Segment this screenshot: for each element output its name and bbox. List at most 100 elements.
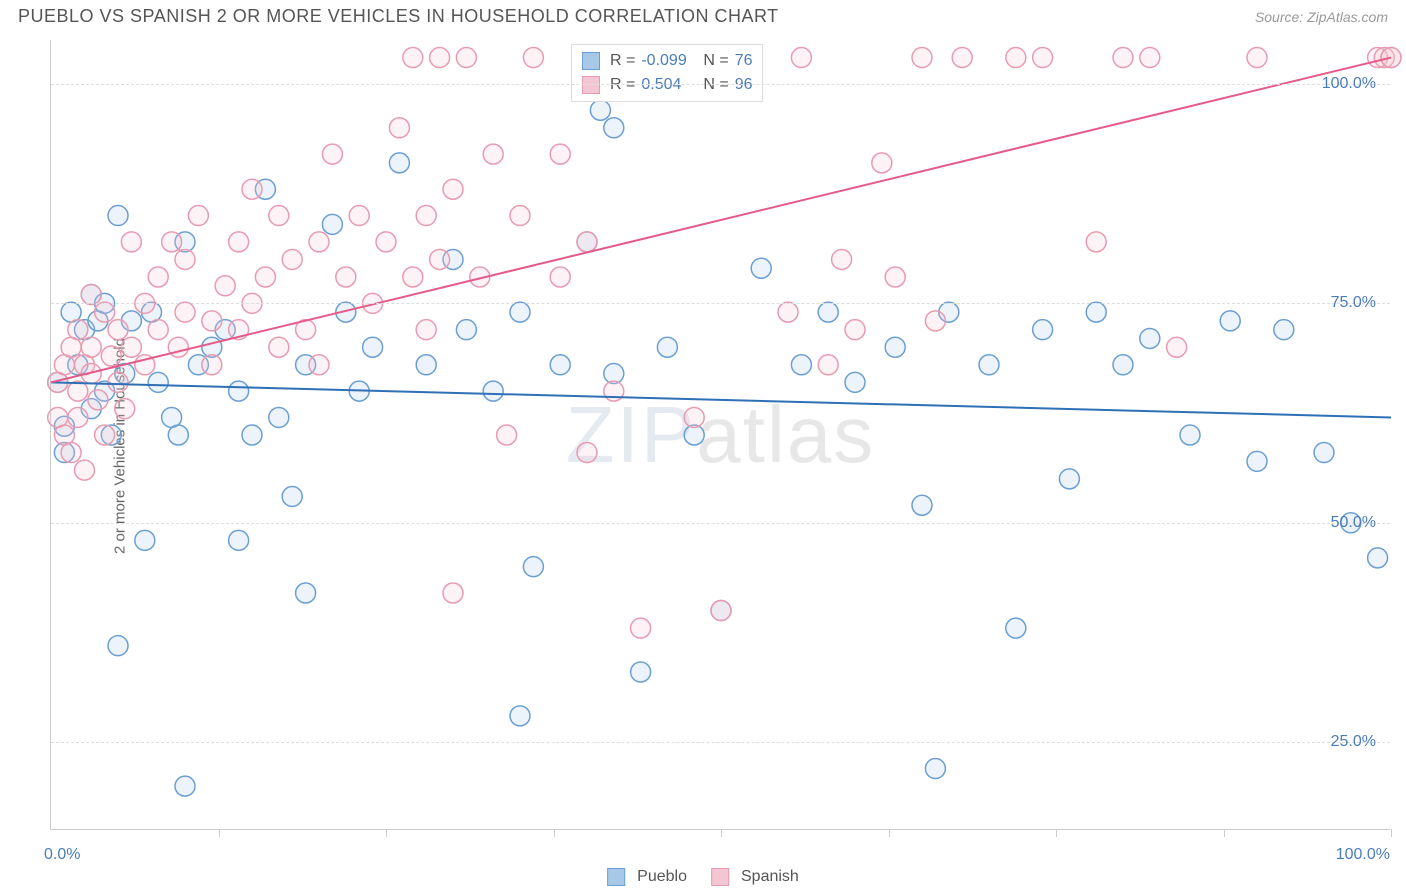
data-point: [349, 206, 369, 226]
data-point: [818, 355, 838, 375]
data-point: [523, 557, 543, 577]
data-point: [282, 486, 302, 506]
data-point: [590, 100, 610, 120]
data-point: [403, 48, 423, 68]
swatch-pueblo: [582, 52, 600, 70]
data-point: [550, 144, 570, 164]
data-point: [1113, 355, 1133, 375]
data-point: [1113, 48, 1133, 68]
data-point: [135, 530, 155, 550]
header: PUEBLO VS SPANISH 2 OR MORE VEHICLES IN …: [0, 0, 1406, 31]
data-point: [148, 267, 168, 287]
x-tick: [721, 829, 722, 837]
data-point: [242, 425, 262, 445]
data-point: [1006, 48, 1026, 68]
data-point: [550, 267, 570, 287]
gridline: [51, 84, 1390, 85]
data-point: [711, 601, 731, 621]
data-point: [148, 372, 168, 392]
data-point: [497, 425, 517, 445]
data-point: [604, 118, 624, 138]
data-point: [1247, 451, 1267, 471]
swatch-spanish-icon: [711, 868, 729, 886]
n-value: 76: [735, 49, 753, 73]
data-point: [322, 214, 342, 234]
data-point: [885, 337, 905, 357]
data-point: [872, 153, 892, 173]
data-point: [75, 460, 95, 480]
data-point: [88, 390, 108, 410]
gridline: [51, 523, 1390, 524]
chart-plot-area: ZIPatlas R = -0.099 N = 76 R = 0.504 N =…: [50, 40, 1390, 830]
x-max-label: 100.0%: [1336, 846, 1390, 864]
data-point: [1086, 302, 1106, 322]
legend-item-pueblo: Pueblo: [607, 868, 687, 886]
r-value: 0.504: [641, 73, 697, 97]
x-min-label: 0.0%: [44, 846, 80, 864]
data-point: [108, 206, 128, 226]
data-point: [885, 267, 905, 287]
r-label: R =: [610, 73, 635, 97]
data-point: [416, 355, 436, 375]
data-point: [1247, 48, 1267, 68]
y-tick-label: 75.0%: [1331, 294, 1376, 312]
y-tick-label: 100.0%: [1322, 75, 1376, 93]
data-point: [296, 583, 316, 603]
data-point: [483, 381, 503, 401]
data-point: [175, 776, 195, 796]
data-point: [416, 206, 436, 226]
chart-title: PUEBLO VS SPANISH 2 OR MORE VEHICLES IN …: [18, 6, 779, 27]
data-point: [215, 276, 235, 296]
data-point: [483, 144, 503, 164]
data-point: [1140, 328, 1160, 348]
data-point: [456, 48, 476, 68]
data-point: [1180, 425, 1200, 445]
data-point: [229, 232, 249, 252]
data-point: [1167, 337, 1187, 357]
data-point: [443, 179, 463, 199]
data-point: [577, 443, 597, 463]
legend-item-spanish: Spanish: [711, 868, 799, 886]
data-point: [168, 337, 188, 357]
data-point: [255, 267, 275, 287]
data-point: [403, 267, 423, 287]
data-point: [81, 337, 101, 357]
data-point: [952, 48, 972, 68]
x-tick: [889, 829, 890, 837]
data-point: [363, 337, 383, 357]
r-value: -0.099: [641, 49, 697, 73]
data-point: [1220, 311, 1240, 331]
data-point: [322, 144, 342, 164]
data-point: [162, 232, 182, 252]
data-point: [95, 302, 115, 322]
data-point: [1033, 48, 1053, 68]
legend-label: Spanish: [741, 868, 799, 886]
data-point: [456, 320, 476, 340]
data-point: [577, 232, 597, 252]
data-point: [550, 355, 570, 375]
data-point: [1033, 320, 1053, 340]
x-tick: [219, 829, 220, 837]
gridline: [51, 742, 1390, 743]
x-tick: [1391, 829, 1392, 837]
data-point: [523, 48, 543, 68]
data-point: [309, 232, 329, 252]
data-point: [309, 355, 329, 375]
data-point: [242, 179, 262, 199]
data-point: [148, 320, 168, 340]
data-point: [121, 337, 141, 357]
data-point: [108, 372, 128, 392]
n-label: N =: [703, 49, 728, 73]
data-point: [1274, 320, 1294, 340]
data-point: [175, 249, 195, 269]
data-point: [336, 267, 356, 287]
data-point: [845, 372, 865, 392]
data-point: [832, 249, 852, 269]
data-point: [818, 302, 838, 322]
data-point: [269, 337, 289, 357]
data-point: [751, 258, 771, 278]
data-point: [791, 48, 811, 68]
data-point: [108, 636, 128, 656]
data-point: [68, 320, 88, 340]
data-point: [416, 320, 436, 340]
